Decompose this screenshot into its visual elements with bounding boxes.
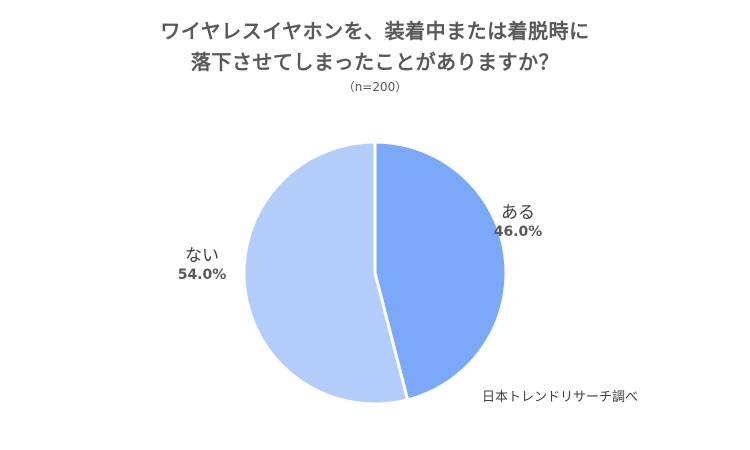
slice-label-nai: ない 54.0% xyxy=(172,246,232,285)
chart-subtitle: （n=200） xyxy=(342,80,408,94)
slice-label-aru: ある 46.0% xyxy=(488,203,548,242)
slice-name-aru: ある xyxy=(501,203,535,223)
source-note: 日本トレンドリサーチ調べ xyxy=(482,390,639,405)
pie-slice-aru xyxy=(373,140,508,402)
slice-value-aru: 46.0% xyxy=(493,224,543,241)
chart-title-line-1: ワイヤレスイヤホンを、装着中または着脱時に xyxy=(160,19,590,43)
slice-name-nai: ない xyxy=(185,246,219,266)
pie-slice-nai xyxy=(242,140,410,406)
slice-value-nai: 54.0% xyxy=(177,267,227,284)
chart-title-line-2: 落下させてしまったことがありますか？ xyxy=(190,50,560,74)
pie-slices xyxy=(242,140,508,406)
